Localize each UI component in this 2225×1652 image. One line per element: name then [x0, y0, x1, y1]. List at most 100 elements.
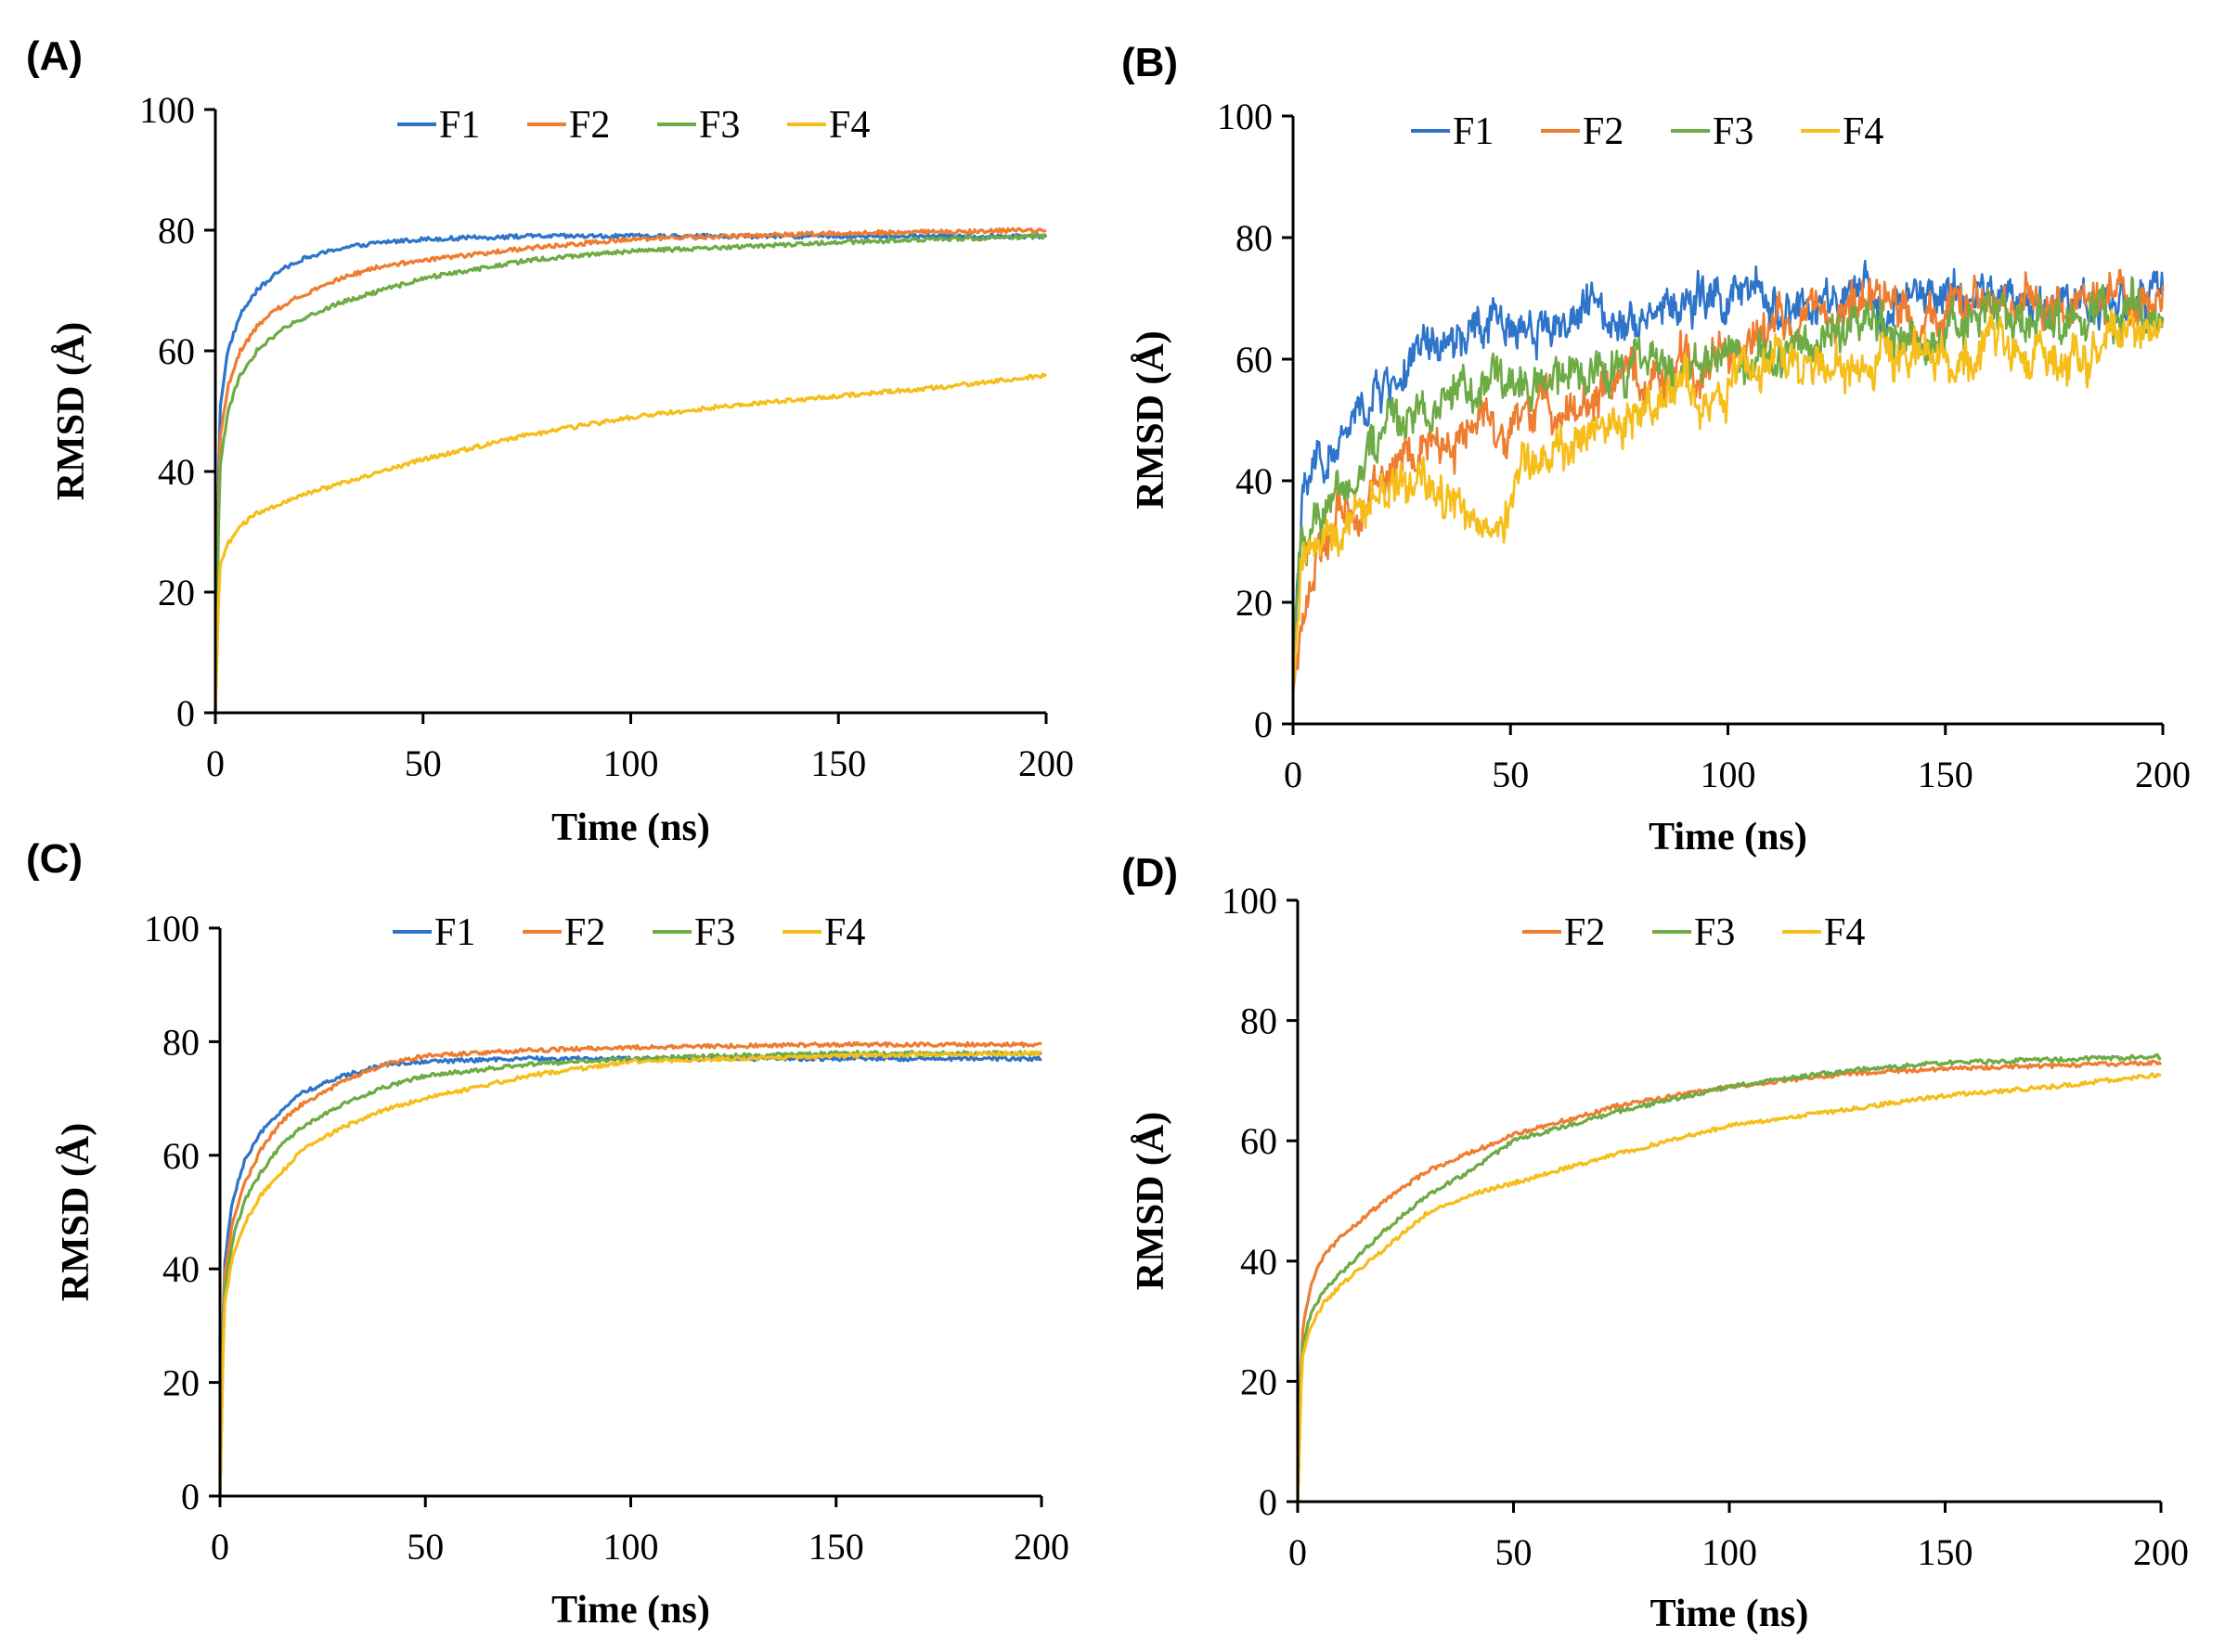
legend-label: F3 [694, 911, 735, 954]
legend-label: F1 [1453, 110, 1494, 153]
y-tick-label: 60 [1240, 1120, 1277, 1162]
y-tick-label: 20 [1235, 582, 1273, 624]
y-tick-label: 0 [1254, 703, 1273, 745]
chart-panel-d: (D) 0 20 40 60 80 100 0 50 100 150 200 Time (ns) RMSD… [1121, 850, 2189, 1635]
legend-item-f4: F4 [1782, 911, 1865, 954]
series-line-f2 [218, 1040, 1042, 1497]
y-tick-label: 80 [162, 1021, 200, 1063]
series-line-f4 [1291, 308, 2164, 724]
y-axis-title: RMSD (Å) [50, 322, 93, 500]
legend-item-f2: F2 [523, 911, 605, 954]
x-tick-label: 50 [1495, 1531, 1533, 1573]
legend-item-f4: F4 [787, 104, 870, 147]
y-tick-label: 40 [1235, 460, 1273, 502]
x-tick-label: 200 [1018, 742, 1074, 784]
y-axis-title: RMSD (Å) [1130, 330, 1172, 509]
chart-panel-a: (A) 0 20 40 60 80 100 0 50 100 150 200 Time (ns) RMSD… [26, 33, 1074, 849]
legend-item-f2: F2 [1522, 911, 1605, 954]
x-tick-label: 50 [407, 1526, 444, 1568]
legend-item-f3: F3 [1652, 911, 1735, 954]
legend-label: F2 [564, 911, 605, 954]
legend-label: F2 [1564, 911, 1605, 954]
y-tick-label: 0 [176, 692, 195, 734]
legend-item-f3: F3 [653, 911, 735, 954]
series-line-f3 [1291, 276, 2165, 724]
y-tick-label: 0 [1259, 1481, 1277, 1523]
series-line-f1 [213, 232, 1048, 714]
series-line-f2 [213, 226, 1047, 714]
chart-panel-b: (B) 0 20 40 60 80 100 0 50 100 150 200 Time (ns) RMSD… [1121, 40, 2191, 858]
series-line-f3 [218, 1049, 1043, 1497]
y-tick-label: 100 [1222, 880, 1277, 922]
series-line-f3 [213, 232, 1047, 714]
y-tick-label: 20 [162, 1362, 200, 1404]
x-tick-label: 200 [2135, 754, 2191, 795]
legend-label: F1 [434, 911, 475, 954]
x-tick-label: 100 [1701, 1531, 1757, 1573]
legend-label: F4 [1824, 911, 1865, 954]
legend-item-f1: F1 [393, 911, 475, 954]
legend-label: F3 [1694, 911, 1735, 954]
legend-label: F4 [829, 104, 870, 147]
x-axis-title: Time (ns) [1649, 816, 1807, 858]
y-tick-label: 40 [1240, 1241, 1277, 1283]
x-tick-label: 0 [211, 1526, 229, 1568]
x-tick-label: 150 [1918, 1531, 1973, 1573]
y-tick-label: 60 [158, 330, 195, 372]
legend-item-f3: F3 [1671, 110, 1753, 153]
panel-label: (B) [1121, 40, 1178, 85]
legend-label: F2 [1583, 110, 1623, 153]
x-tick-label: 150 [809, 1526, 864, 1568]
x-axis-title: Time (ns) [551, 1589, 710, 1632]
y-tick-label: 80 [1240, 1000, 1277, 1042]
series-line-f4 [213, 372, 1048, 714]
y-tick-label: 0 [181, 1476, 200, 1517]
series-line-f4 [218, 1050, 1042, 1497]
x-tick-label: 100 [603, 742, 659, 784]
y-tick-label: 80 [1235, 217, 1273, 259]
x-tick-label: 150 [810, 742, 866, 784]
x-axis-title: Time (ns) [1650, 1593, 1809, 1635]
series-line-f1 [1291, 259, 2165, 724]
x-tick-label: 0 [206, 742, 225, 784]
y-tick-label: 100 [144, 908, 200, 949]
y-axis-title: RMSD (Å) [55, 1123, 97, 1301]
y-tick-label: 40 [158, 451, 195, 493]
legend-item-f4: F4 [1801, 110, 1883, 153]
panel-label: (A) [26, 33, 83, 79]
x-tick-label: 0 [1288, 1531, 1307, 1573]
x-tick-label: 200 [1014, 1526, 1069, 1568]
x-tick-label: 150 [1918, 754, 1973, 795]
series-line-f2 [1296, 1059, 2163, 1503]
y-tick-label: 100 [139, 89, 195, 131]
y-tick-label: 20 [158, 572, 195, 613]
legend-item-f1: F1 [1411, 110, 1494, 153]
x-tick-label: 200 [2133, 1531, 2189, 1573]
x-tick-label: 50 [405, 742, 442, 784]
x-axis-title: Time (ns) [551, 807, 710, 849]
legend-label: F4 [824, 911, 865, 954]
legend-item-f2: F2 [1541, 110, 1623, 153]
legend-label: F4 [1843, 110, 1883, 153]
series-line-f1 [218, 1054, 1042, 1497]
series-line-f3 [1296, 1052, 2162, 1503]
x-tick-label: 0 [1284, 754, 1302, 795]
legend-item-f3: F3 [657, 104, 740, 147]
panel-label: (D) [1121, 850, 1178, 896]
legend-label: F3 [699, 104, 740, 147]
legend-item-f4: F4 [783, 911, 865, 954]
y-tick-label: 60 [1235, 339, 1273, 381]
panel-label: (C) [26, 836, 83, 882]
y-tick-label: 80 [158, 210, 195, 252]
y-tick-label: 60 [162, 1135, 200, 1177]
y-tick-label: 100 [1217, 96, 1273, 137]
legend-label: F2 [569, 104, 610, 147]
x-tick-label: 100 [603, 1526, 659, 1568]
y-tick-label: 20 [1240, 1361, 1277, 1402]
legend-item-f2: F2 [527, 104, 610, 147]
chart-panel-c: (C) 0 20 40 60 80 100 0 50 100 150 200 Time (ns) RMSD… [26, 836, 1069, 1632]
series-line-f4 [1296, 1072, 2162, 1503]
legend-item-f1: F1 [397, 104, 480, 147]
x-tick-label: 50 [1492, 754, 1529, 795]
